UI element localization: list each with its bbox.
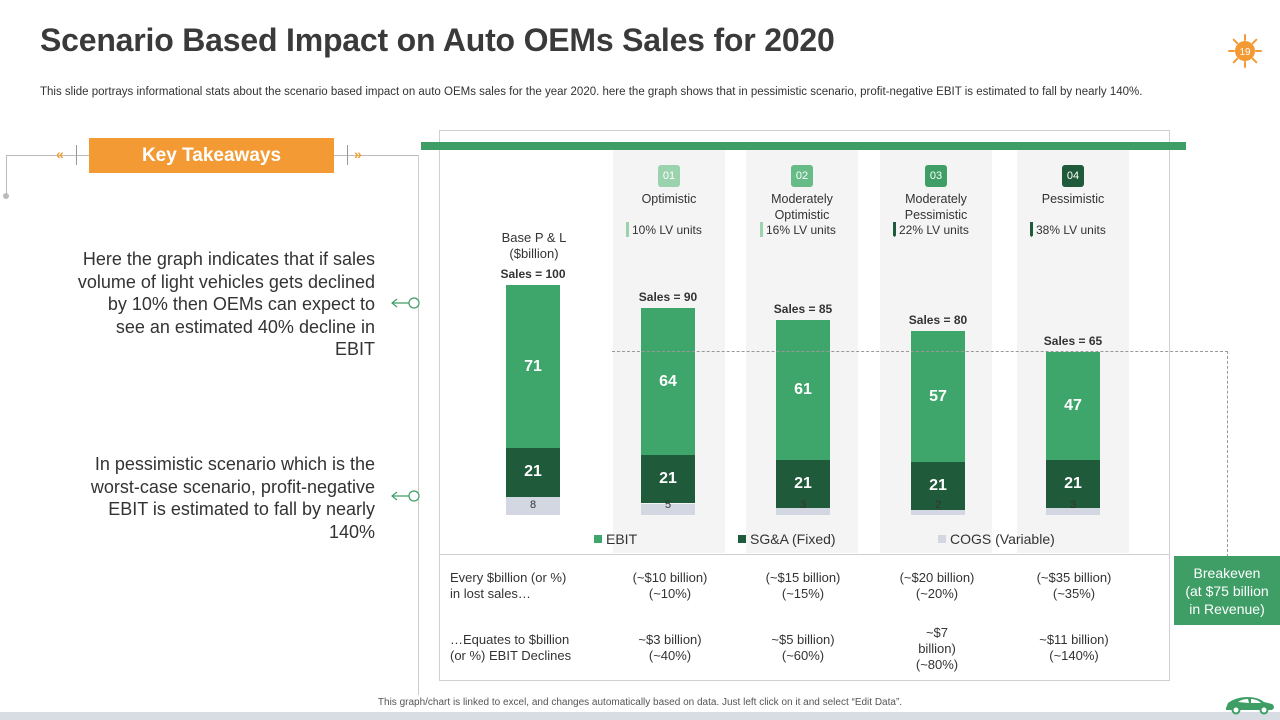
- sales-total-label: Sales = 85: [773, 301, 833, 316]
- takeaway-vertical-line: [6, 155, 7, 195]
- scenario-number: 03: [925, 165, 947, 187]
- bar-segment-sga: 21: [641, 455, 695, 504]
- lv-indicator: [626, 222, 629, 237]
- bar-segment-cogs: [776, 508, 830, 515]
- takeaway-divider: [334, 155, 418, 156]
- table-cell: (~$35 billion) (~35%): [1036, 570, 1112, 601]
- breakeven-callout: Breakeven (at $75 billion in Revenue): [1174, 556, 1280, 625]
- scenario-name: Optimistic: [641, 192, 697, 206]
- bar-segment-ebit: 47: [1046, 351, 1100, 460]
- header-accent-bar: [421, 142, 1186, 150]
- breakeven-connector: [1227, 351, 1228, 557]
- legend-swatch: [938, 535, 946, 543]
- takeaway-divider: [6, 155, 90, 156]
- page-title: Scenario Based Impact on Auto OEMs Sales…: [40, 22, 835, 58]
- key-takeaways-banner: Key Takeaways: [89, 138, 334, 173]
- table-cell: ~$3 billion) (~40%): [638, 632, 702, 663]
- scenario-name: Moderately Pessimistic: [904, 192, 968, 222]
- bar-segment-cogs: [506, 496, 560, 515]
- base-header: Base P & L ($billion): [501, 230, 567, 261]
- cogs-value-label: 8: [529, 499, 537, 511]
- bar-segment-cogs: [1046, 508, 1100, 515]
- lv-indicator: [1030, 222, 1033, 237]
- table-cell: (~$20 billion) (~20%): [899, 570, 975, 601]
- chart-frame: [439, 130, 1170, 681]
- scenario-number: 04: [1062, 165, 1084, 187]
- lv-change: 22% LV units: [893, 222, 969, 237]
- table-cell: (~$15 billion) (~15%): [765, 570, 841, 601]
- breakeven-line: [612, 351, 1228, 352]
- bar-segment-sga: 21: [911, 462, 965, 511]
- table-cell: ~$11 billion) (~140%): [1039, 632, 1109, 663]
- legend-swatch: [738, 535, 746, 543]
- cogs-value-label: 5: [664, 499, 672, 511]
- legend-sga: SG&A (Fixed): [738, 531, 836, 547]
- car-icon: [1226, 697, 1274, 715]
- sales-total-label: Sales = 65: [1043, 333, 1103, 348]
- bar-segment-sga: 21: [776, 459, 830, 509]
- scenario-number: 02: [791, 165, 813, 187]
- bar-segment-ebit: 61: [776, 319, 830, 460]
- lv-change: 10% LV units: [626, 222, 702, 237]
- table-cell: (~$10 billion) (~10%): [632, 570, 708, 601]
- takeaway-connector-line: [418, 155, 419, 695]
- sales-total-label: Sales = 90: [638, 290, 698, 304]
- lv-change: 38% LV units: [1030, 222, 1106, 237]
- bar-segment-sga: 21: [506, 448, 560, 497]
- cogs-value-label: 3: [1069, 499, 1077, 511]
- chevron-left-icon: «: [56, 146, 64, 162]
- legend-swatch: [594, 535, 602, 543]
- scenario-number: 01: [658, 165, 680, 187]
- bar-segment-ebit: 71: [506, 285, 560, 449]
- table-row-label: Every $billion (or %) in lost sales…: [450, 570, 567, 601]
- takeaway-tick: [347, 145, 348, 165]
- lv-indicator: [760, 222, 763, 237]
- cogs-value-label: 3: [799, 499, 807, 511]
- takeaway-dot: [3, 193, 9, 199]
- bar-segment-sga: 21: [1046, 459, 1100, 509]
- cogs-value-label: 2: [934, 499, 942, 511]
- sales-total-label: Sales = 80: [908, 313, 968, 327]
- takeaway-tick: [76, 145, 77, 165]
- table-cell: ~$5 billion) (~60%): [771, 632, 835, 663]
- chevron-right-icon: »: [354, 146, 362, 162]
- page-number: 19: [1239, 47, 1251, 58]
- slide-description: This slide portrays informational stats …: [40, 86, 1143, 98]
- lv-change: 16% LV units: [760, 222, 836, 237]
- takeaway-note-1: Here the graph indicates that if sales v…: [77, 249, 375, 359]
- sun-page-badge-icon: 19: [1228, 34, 1262, 68]
- bar-segment-cogs: [911, 510, 965, 515]
- legend-ebit: EBIT: [594, 531, 637, 547]
- bottom-band: [0, 712, 1280, 720]
- arrow-left-icon: [391, 297, 420, 309]
- bar-segment-cogs: [641, 503, 695, 515]
- footnote: This graph/chart is linked to excel, and…: [377, 697, 903, 708]
- table-cell: ~$7 billion) (~80%): [915, 625, 959, 672]
- bar-segment-ebit: 57: [911, 331, 965, 463]
- table-separator: [439, 554, 1170, 555]
- table-row-label: …Equates to $billion (or %) EBIT Decline…: [450, 632, 572, 663]
- scenario-name: Moderately Optimistic: [771, 192, 833, 222]
- scenario-name: Pessimistic: [1041, 192, 1105, 206]
- lv-indicator: [893, 222, 896, 237]
- bar-segment-ebit: 64: [641, 308, 695, 456]
- arrow-left-icon: [391, 490, 420, 502]
- takeaway-note-2: In pessimistic scenario which is the wor…: [90, 454, 375, 542]
- legend-cogs: COGS (Variable): [938, 531, 1055, 547]
- sales-total-label: Sales = 100: [500, 267, 566, 281]
